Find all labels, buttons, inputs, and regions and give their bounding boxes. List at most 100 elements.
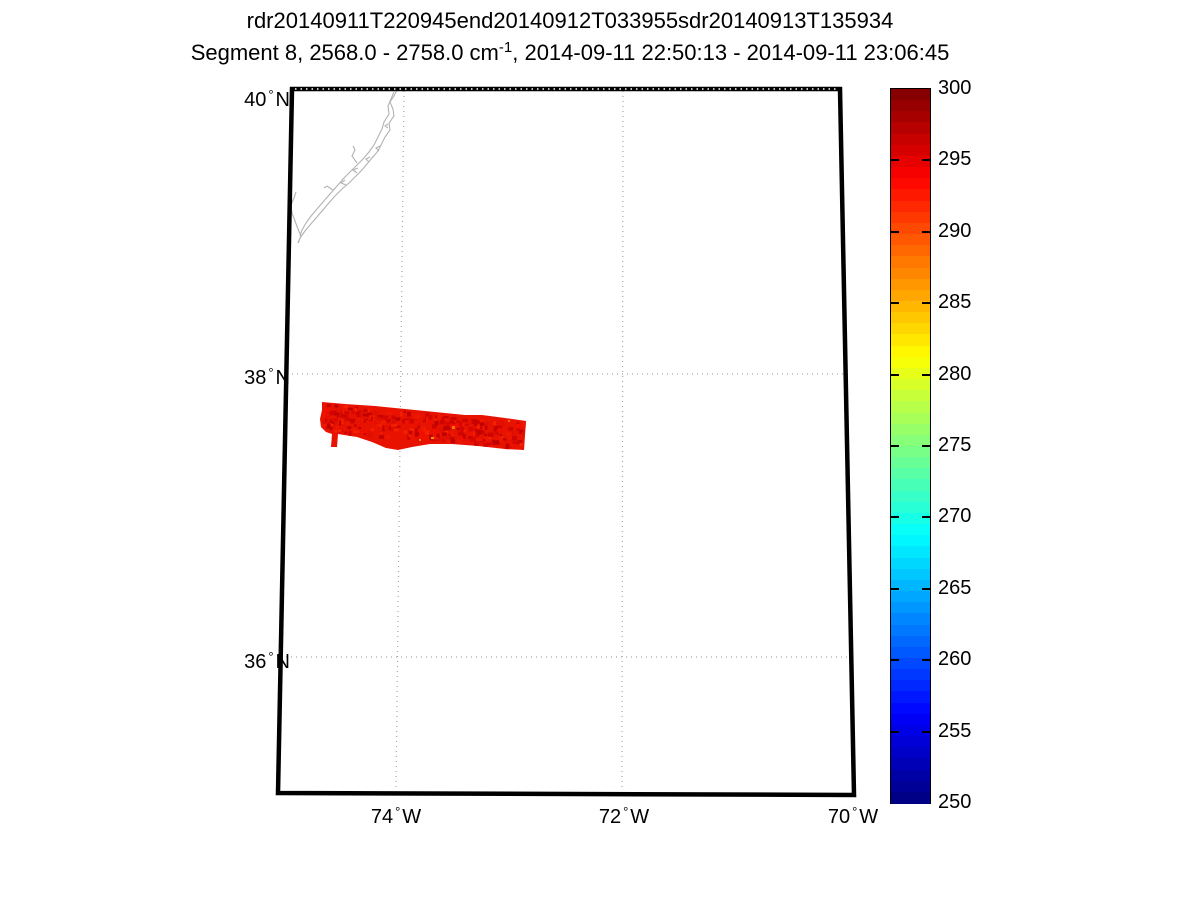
swath-pixel	[516, 427, 520, 433]
swath-pixel	[428, 419, 432, 424]
colorbar-tick	[922, 373, 930, 376]
colorbar-tick	[922, 659, 930, 662]
colorbar-band	[891, 490, 930, 503]
swath-pixel	[343, 410, 350, 415]
swath-pixel	[358, 426, 362, 429]
swath-pixel	[334, 418, 338, 422]
swath-pixel	[455, 423, 459, 428]
colorbar-tick	[891, 516, 899, 519]
swath-pixel	[515, 441, 519, 445]
swath-pixel	[391, 423, 397, 427]
colorbar-band	[891, 356, 930, 369]
colorbar-band	[891, 780, 930, 793]
swath-pixel	[451, 439, 456, 444]
swath-pixel	[356, 412, 361, 418]
colorbar-band	[891, 200, 930, 213]
swath-pixel	[339, 420, 342, 426]
colorbar-tick	[891, 587, 899, 590]
colorbar-band	[891, 144, 930, 157]
map-frame-border	[275, 86, 857, 798]
swath-pixel	[324, 418, 328, 423]
swath-pixel	[384, 425, 389, 430]
colorbar-band	[891, 245, 930, 257]
swath-pixel	[372, 410, 379, 416]
swath-pixel	[330, 410, 336, 416]
colorbar-tick	[922, 302, 930, 305]
swath-pixel	[502, 422, 505, 427]
swath-pixel	[392, 426, 397, 429]
lat-tick-38n: 38 ° N	[244, 365, 290, 389]
swath-pixel	[369, 419, 373, 423]
lat-tick-40n: 40 ° N	[244, 87, 290, 111]
swath-pixel	[369, 408, 375, 411]
swath-pixel	[509, 431, 516, 435]
colorbar-band	[891, 278, 930, 291]
swath-pixel	[384, 422, 390, 426]
swath-pixel	[407, 435, 410, 440]
coastline-marsh-details	[323, 123, 389, 191]
swath-pixel	[469, 433, 473, 436]
swath-pixel	[444, 435, 451, 439]
swath-pixel	[518, 429, 524, 434]
swath-pixel	[331, 414, 335, 417]
swath-pixel	[511, 435, 517, 441]
swath-pixel	[347, 426, 352, 430]
swath-pixel	[388, 421, 394, 425]
swath-pixel	[433, 434, 436, 438]
swath-pixel	[344, 431, 348, 434]
swath-pixel	[412, 415, 419, 419]
colorbar-band	[891, 167, 930, 179]
swath-pixel	[340, 429, 344, 432]
swath-pixel	[456, 420, 459, 424]
colorbar-tick	[922, 587, 930, 590]
colorbar-tick-label: 290	[938, 219, 972, 242]
colorbar-band	[891, 323, 930, 335]
colorbar-band	[891, 367, 930, 380]
swath-pixel	[411, 436, 414, 442]
figure-title: rdr20140911T220945end20140912T033955sdr2…	[246, 8, 894, 33]
swath-pixel	[476, 424, 480, 429]
swath-pixel	[336, 414, 339, 418]
swath-pixel	[497, 426, 500, 432]
colorbar-band	[891, 211, 930, 224]
colorbar-band	[891, 624, 930, 637]
colorbar-band	[891, 747, 930, 759]
swath-pixel	[468, 437, 472, 443]
colorbar-tick	[891, 302, 899, 305]
coastline-backbay-inner	[299, 91, 395, 237]
swath-pixel	[403, 410, 406, 413]
swath-pixel	[363, 419, 366, 423]
swath-pixel	[363, 408, 368, 412]
swath-pixel	[348, 431, 351, 437]
swath-pixel	[492, 442, 497, 445]
swath-pixel	[425, 412, 430, 417]
subtitle-superscript: -1	[498, 39, 513, 56]
swath-pixel	[517, 440, 523, 445]
swath-pixel	[504, 439, 508, 444]
swath-pixel	[476, 438, 483, 441]
colorbar-band	[891, 434, 930, 447]
colorbar-tick	[922, 730, 930, 733]
swath-pixel	[474, 442, 479, 448]
swath-pixel	[474, 422, 478, 427]
swath-pixel	[487, 432, 494, 437]
swath-pixel	[391, 415, 396, 420]
swath-pixel	[323, 412, 328, 415]
swath-pixel	[460, 429, 463, 432]
swath-pixel	[450, 437, 455, 442]
swath-pixel	[445, 421, 450, 426]
colorbar-band	[891, 591, 930, 603]
swath-pixel	[334, 421, 338, 425]
degree-symbol: °	[623, 804, 629, 819]
swath-pixel	[499, 419, 503, 425]
degree-symbol: °	[268, 365, 274, 380]
swath-pixel	[350, 421, 354, 424]
swath-pixel	[482, 439, 486, 442]
colorbar-tick	[891, 730, 899, 733]
colorbar-band	[891, 111, 930, 123]
colorbar-tick-label: 270	[938, 505, 972, 528]
swath-pixel	[458, 431, 464, 436]
swath-pixel	[483, 443, 488, 448]
swath-pixel	[346, 419, 351, 425]
